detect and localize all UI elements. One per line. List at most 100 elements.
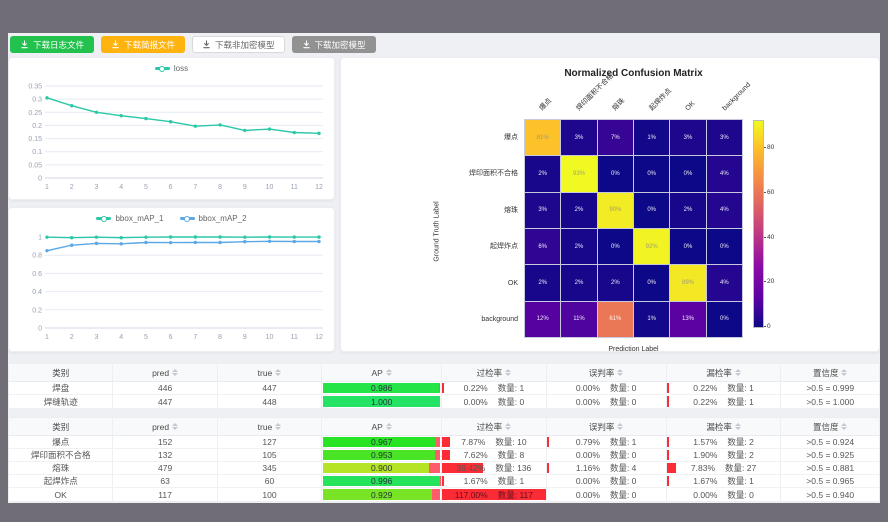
cell-miss: 0.22% 数量: 1 xyxy=(666,382,782,394)
sort-ascending-icon[interactable] xyxy=(505,423,512,426)
download-report-button[interactable]: 下载简报文件 xyxy=(101,36,186,53)
sort-descending-icon[interactable] xyxy=(841,427,848,430)
count-value: 数量: 0 xyxy=(727,489,754,500)
column-header-置信度[interactable]: 置信度 xyxy=(781,418,878,435)
sort-carets-icon[interactable] xyxy=(505,369,512,376)
column-header-置信度[interactable]: 置信度 xyxy=(781,364,878,381)
column-header-true[interactable]: true xyxy=(218,418,323,435)
sort-carets-icon[interactable] xyxy=(172,423,179,430)
sort-carets-icon[interactable] xyxy=(617,369,624,376)
sort-carets-icon[interactable] xyxy=(734,369,741,376)
column-header-漏检率[interactable]: 漏检率 xyxy=(667,364,782,381)
sort-ascending-icon[interactable] xyxy=(734,423,741,426)
colorbar-tick: 0 xyxy=(764,323,771,330)
download-unencrypted-model-button[interactable]: 下载非加密模型 xyxy=(192,36,285,53)
column-header-漏检率[interactable]: 漏检率 xyxy=(667,418,782,435)
column-header-过检率[interactable]: 过检率 xyxy=(442,364,547,381)
cell-true: 345 xyxy=(218,462,323,474)
cm-cell-background-熔珠: 61% xyxy=(597,301,633,337)
sort-descending-icon[interactable] xyxy=(734,427,741,430)
ap-bar xyxy=(323,489,432,500)
legend-ring-icon xyxy=(184,215,190,222)
sort-carets-icon[interactable] xyxy=(172,369,179,376)
sort-ascending-icon[interactable] xyxy=(734,369,741,372)
sort-ascending-icon[interactable] xyxy=(617,423,624,426)
colorbar-tick: 60 xyxy=(763,188,775,196)
sort-descending-icon[interactable] xyxy=(275,427,282,430)
cell-misjudge: 0.00% 数量: 0 xyxy=(547,488,667,501)
count-value: 数量: 0 xyxy=(609,450,637,460)
sort-ascending-icon[interactable] xyxy=(275,423,282,426)
cm-column-label: background xyxy=(720,81,752,113)
column-header-label: AP xyxy=(371,367,383,378)
legend-pill-icon xyxy=(96,215,112,222)
column-header-true[interactable]: true xyxy=(218,364,323,381)
cell-pred: 152 xyxy=(113,436,218,448)
column-header-误判率[interactable]: 误判率 xyxy=(547,364,667,381)
column-header-label: 漏检率 xyxy=(706,367,732,378)
sort-ascending-icon[interactable] xyxy=(505,369,512,372)
sort-carets-icon[interactable] xyxy=(275,369,282,376)
sort-ascending-icon[interactable] xyxy=(617,369,624,372)
svg-text:3: 3 xyxy=(95,184,99,191)
ap-bar-track xyxy=(323,489,441,500)
cm-cell-爆点-焊印面积不合格: 3% xyxy=(561,120,597,156)
sort-descending-icon[interactable] xyxy=(734,373,741,376)
svg-text:9: 9 xyxy=(243,334,247,341)
map-chart-card: bbox_mAP_1 bbox_mAP_2 0 0.2 0.4 0.6 0.8 1 1 2 3 4 5… xyxy=(8,207,335,352)
sort-carets-icon[interactable] xyxy=(841,423,848,430)
sort-descending-icon[interactable] xyxy=(172,427,179,430)
miss-bar xyxy=(666,396,669,407)
count-value: 数量: 4 xyxy=(609,463,637,473)
sort-descending-icon[interactable] xyxy=(385,427,392,430)
column-header-pred[interactable]: pred xyxy=(113,364,218,381)
legend-item-bbox_mAP_2[interactable]: bbox_mAP_2 xyxy=(179,214,247,223)
legend-item-loss[interactable]: loss xyxy=(154,64,188,73)
sort-carets-icon[interactable] xyxy=(617,423,624,430)
sort-descending-icon[interactable] xyxy=(505,373,512,376)
sort-descending-icon[interactable] xyxy=(385,373,392,376)
cell-misjudge: 1.16% 数量: 4 xyxy=(546,462,667,474)
sort-descending-icon[interactable] xyxy=(617,373,624,376)
column-header-过检率[interactable]: 过检率 xyxy=(442,418,547,435)
cm-cell-background-OK: 13% xyxy=(670,301,706,337)
sort-ascending-icon[interactable] xyxy=(841,369,848,372)
cell-category: OK xyxy=(9,488,114,501)
column-header-误判率[interactable]: 误判率 xyxy=(547,418,667,435)
sort-carets-icon[interactable] xyxy=(734,423,741,430)
sort-carets-icon[interactable] xyxy=(275,423,282,430)
sort-ascending-icon[interactable] xyxy=(275,369,282,372)
ap-bar-track xyxy=(323,396,441,407)
sort-ascending-icon[interactable] xyxy=(172,423,179,426)
sort-ascending-icon[interactable] xyxy=(385,423,392,426)
download-encrypted-model-button[interactable]: 下载加密模型 xyxy=(291,36,376,53)
sort-ascending-icon[interactable] xyxy=(172,369,179,372)
sort-descending-icon[interactable] xyxy=(841,373,848,376)
column-header-AP[interactable]: AP xyxy=(322,364,443,381)
column-header-AP[interactable]: AP xyxy=(322,418,443,435)
pct-value: 0.00% xyxy=(575,383,600,393)
sort-carets-icon[interactable] xyxy=(385,423,392,430)
cell-miss: 0.22% 数量: 1 xyxy=(666,395,782,408)
download-log-button[interactable]: 下载日志文件 xyxy=(10,36,95,53)
colorbar-tick: 80 xyxy=(763,144,775,152)
sort-ascending-icon[interactable] xyxy=(385,369,392,372)
svg-text:11: 11 xyxy=(291,334,298,341)
sort-carets-icon[interactable] xyxy=(841,369,848,376)
legend-item-bbox_mAP_1[interactable]: bbox_mAP_1 xyxy=(96,214,164,223)
svg-text:10: 10 xyxy=(266,184,274,191)
column-header-pred[interactable]: pred xyxy=(113,418,218,435)
legend-label: bbox_mAP_1 xyxy=(115,214,164,223)
sort-descending-icon[interactable] xyxy=(505,427,512,430)
svg-text:0.3: 0.3 xyxy=(32,97,42,104)
sort-carets-icon[interactable] xyxy=(385,369,392,376)
confusion-matrix-card: Normalized Confusion Matrix Ground Truth… xyxy=(340,57,880,353)
ap-remainder-bar xyxy=(431,489,441,500)
column-header-label: 误判率 xyxy=(588,367,615,378)
sort-descending-icon[interactable] xyxy=(172,373,179,376)
miss-bar xyxy=(666,476,669,486)
sort-descending-icon[interactable] xyxy=(617,427,624,430)
sort-carets-icon[interactable] xyxy=(505,423,512,430)
sort-ascending-icon[interactable] xyxy=(841,423,848,426)
sort-descending-icon[interactable] xyxy=(275,373,282,376)
